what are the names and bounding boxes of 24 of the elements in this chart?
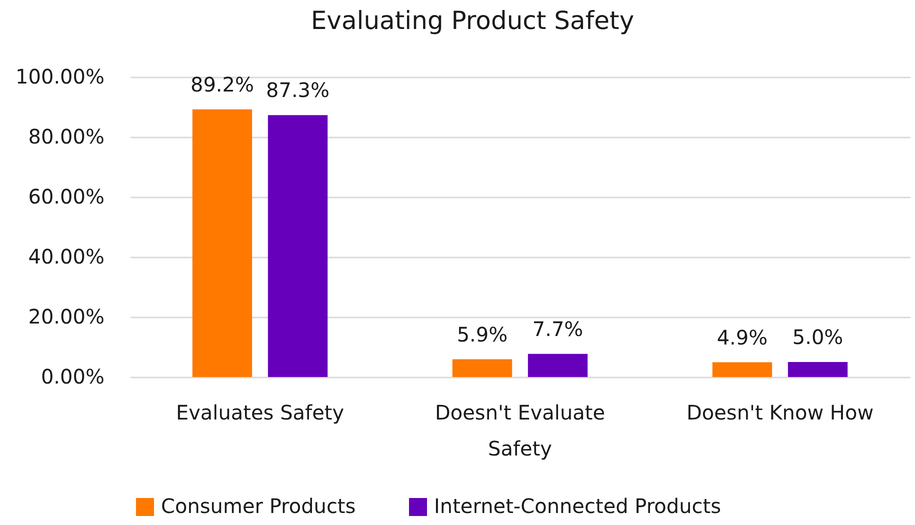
data-label: 4.9% — [716, 325, 768, 350]
bar — [712, 362, 772, 377]
x-tick-label: Doesn't Evaluate Safety — [434, 400, 606, 460]
bar — [528, 354, 588, 377]
chart-title: Evaluating Product Safety — [310, 6, 634, 35]
legend-label: Consumer Products — [161, 494, 356, 518]
data-label: 5.0% — [792, 325, 844, 349]
y-tick-label: 80.00% — [28, 124, 104, 148]
y-tick-label: 60.00% — [28, 184, 104, 208]
data-label: 89.2% — [190, 72, 254, 96]
bar — [788, 362, 848, 377]
y-tick-label: 40.00% — [28, 244, 104, 268]
x-tick-label: Doesn't Know How — [686, 400, 874, 424]
data-label: 87.3% — [266, 78, 330, 102]
bar — [192, 109, 252, 377]
data-label: 5.9% — [456, 322, 508, 346]
data-label: 7.7% — [532, 316, 584, 341]
y-tick-label: 0.00% — [40, 364, 104, 388]
legend-label: Internet-Connected Products — [434, 494, 722, 518]
bar — [268, 115, 328, 377]
bar — [452, 359, 512, 377]
y-tick-label: 20.00% — [28, 304, 104, 328]
y-tick-label: 100.00% — [16, 64, 104, 88]
x-tick-label: Evaluates Safety — [176, 400, 344, 424]
